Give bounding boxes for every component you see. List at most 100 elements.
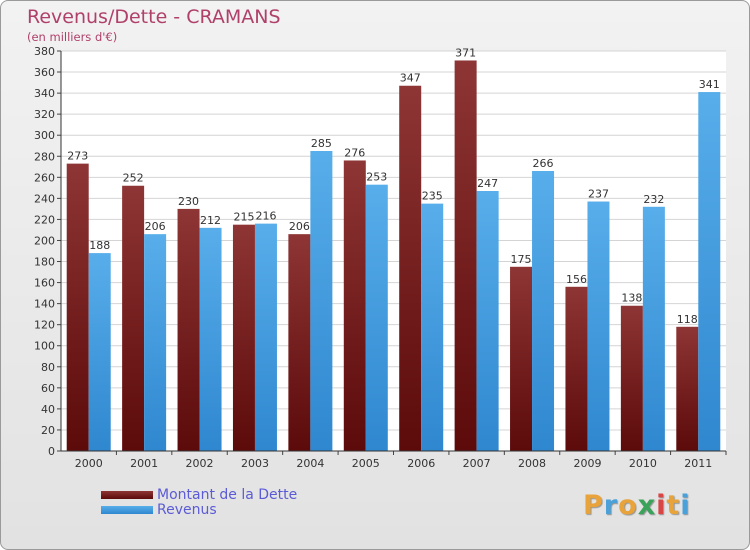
legend-item-revenus: Revenus	[101, 501, 297, 518]
bar-debt	[676, 326, 699, 451]
chart-subtitle: (en milliers d'€)	[27, 30, 118, 44]
y-tick-label: 380	[34, 45, 55, 58]
data-label-debt: 273	[67, 150, 88, 163]
legend-item-debt: Montant de la Dette	[101, 486, 298, 503]
bar-debt	[620, 305, 643, 451]
legend-swatch-debt	[101, 490, 153, 499]
data-label-debt: 206	[289, 220, 310, 233]
bar-revenus	[88, 253, 111, 451]
y-tick-label: 40	[41, 403, 55, 416]
y-tick-label: 220	[34, 213, 55, 226]
y-tick-label: 340	[34, 87, 55, 100]
bar-debt	[177, 208, 200, 451]
bar-debt	[454, 60, 477, 451]
data-label-revenus: 235	[422, 190, 443, 203]
data-label-revenus: 212	[200, 214, 221, 227]
data-label-revenus: 285	[311, 137, 332, 150]
logo-letter: o	[618, 490, 638, 521]
bar-revenus	[199, 227, 222, 451]
bar-debt	[232, 224, 255, 451]
y-tick-label: 80	[41, 361, 55, 374]
y-tick-label: 200	[34, 234, 55, 247]
x-tick-label: 2009	[573, 457, 601, 470]
x-tick-label: 2006	[407, 457, 435, 470]
x-tick-label: 2007	[463, 457, 491, 470]
x-tick-label: 2004	[296, 457, 324, 470]
data-label-debt: 347	[400, 72, 421, 85]
y-tick-label: 120	[34, 319, 55, 332]
x-tick-label: 2008	[518, 457, 546, 470]
bar-revenus	[642, 206, 665, 451]
data-label-revenus: 232	[643, 193, 664, 206]
logo-letter: x	[637, 490, 657, 521]
data-label-revenus: 206	[145, 220, 166, 233]
x-tick-label: 2001	[130, 457, 158, 470]
bar-revenus	[698, 92, 721, 451]
bar-revenus	[587, 201, 610, 451]
chart-title: Revenus/Dette - CRAMANS	[27, 6, 281, 28]
bar-revenus	[254, 223, 277, 451]
y-tick-label: 260	[34, 171, 55, 184]
y-tick-label: 360	[34, 66, 55, 79]
y-tick-label: 20	[41, 424, 55, 437]
bar-revenus	[144, 234, 167, 451]
data-label-debt: 138	[621, 292, 642, 305]
data-label-debt: 215	[233, 211, 254, 224]
bar-revenus	[532, 171, 555, 451]
plot-area	[61, 51, 726, 451]
logo-letter: P	[583, 490, 604, 521]
logo-letter: i	[680, 490, 691, 521]
data-label-debt: 230	[178, 195, 199, 208]
y-tick-label: 60	[41, 382, 55, 395]
bar-debt	[288, 234, 311, 451]
x-tick-label: 2003	[241, 457, 269, 470]
data-label-revenus: 247	[477, 177, 498, 190]
y-tick-label: 320	[34, 108, 55, 121]
data-label-debt: 371	[455, 46, 476, 59]
bar-revenus	[421, 203, 444, 451]
y-tick-label: 280	[34, 150, 55, 163]
bar-debt	[66, 163, 89, 451]
data-label-revenus: 266	[533, 157, 554, 170]
logo-letter: t	[666, 490, 681, 521]
legend-swatch-revenus	[101, 505, 153, 514]
legend: Montant de la Dette Revenus	[101, 486, 298, 518]
y-tick-label: 140	[34, 298, 55, 311]
data-label-debt: 118	[677, 313, 698, 326]
data-label-revenus: 188	[89, 239, 110, 252]
bar-debt	[510, 266, 533, 451]
y-tick-label: 240	[34, 192, 55, 205]
x-tick-label: 2005	[352, 457, 380, 470]
legend-label-revenus: Revenus	[157, 501, 217, 518]
bar-revenus	[476, 191, 499, 451]
data-label-debt: 252	[123, 172, 144, 185]
x-tick-label: 2000	[75, 457, 103, 470]
data-label-debt: 175	[511, 253, 532, 266]
logo-letter: r	[603, 490, 619, 521]
y-tick-label: 300	[34, 129, 55, 142]
x-tick-label: 2010	[629, 457, 657, 470]
data-label-revenus: 237	[588, 188, 609, 201]
data-label-revenus: 216	[255, 210, 276, 223]
bar-revenus	[365, 184, 388, 451]
y-tick-label: 0	[48, 445, 55, 458]
bar-debt	[399, 85, 422, 451]
data-label-revenus: 341	[699, 78, 720, 91]
legend-label-debt: Montant de la Dette	[157, 486, 298, 503]
x-tick-label: 2011	[684, 457, 712, 470]
y-tick-label: 180	[34, 256, 55, 269]
y-tick-label: 100	[34, 340, 55, 353]
x-tick-label: 2002	[186, 457, 214, 470]
bar-revenus	[310, 151, 333, 451]
data-label-debt: 276	[344, 146, 365, 159]
data-label-revenus: 253	[366, 171, 387, 184]
y-tick-label: 160	[34, 277, 55, 290]
bar-debt	[565, 286, 588, 451]
data-label-debt: 156	[566, 273, 587, 286]
logo-letter: i	[656, 490, 667, 521]
proxiti-logo: Proxiti	[583, 490, 691, 521]
bar-debt	[343, 160, 366, 451]
bar-debt	[122, 185, 145, 451]
